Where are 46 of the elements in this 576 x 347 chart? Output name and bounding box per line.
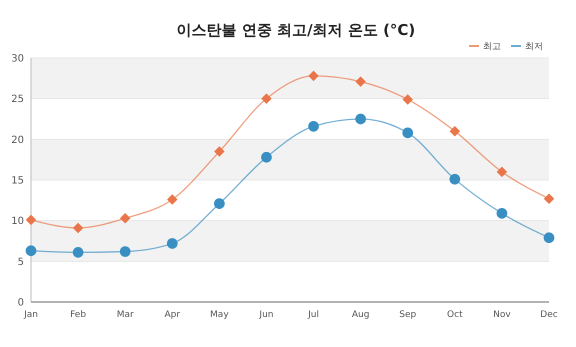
y-tick-label: 25 — [11, 94, 24, 106]
point — [261, 152, 272, 163]
legend-label: 최저 — [525, 42, 543, 52]
x-tick-label: Sep — [399, 310, 416, 320]
point — [355, 114, 366, 124]
x-tick-label: Jun — [258, 310, 274, 320]
x-tick-label: Jan — [23, 310, 38, 320]
x-tick-label: Nov — [493, 310, 512, 320]
x-tick-label: Oct — [447, 310, 464, 320]
chart-title: 이스탄불 연중 최고/최저 온도 (°C) — [176, 21, 416, 39]
point — [355, 76, 366, 87]
point — [544, 232, 554, 244]
point — [308, 120, 319, 132]
point — [450, 126, 460, 136]
y-tick-label: 0 — [18, 298, 24, 308]
point — [402, 127, 414, 138]
point — [214, 198, 225, 209]
point — [402, 94, 413, 105]
point — [26, 245, 36, 256]
x-tick-label: May — [210, 310, 230, 320]
point — [120, 246, 131, 257]
x-tick-label: Dec — [540, 310, 558, 320]
point — [214, 146, 225, 157]
y-tick-label: 5 — [18, 256, 24, 268]
point — [261, 93, 272, 104]
x-tick-label: Jul — [307, 310, 319, 320]
x-tick-label: Aug — [352, 310, 370, 320]
point — [167, 194, 178, 205]
x-tick-label: Apr — [164, 310, 180, 320]
y-tick-label: 10 — [11, 216, 24, 228]
point — [308, 70, 319, 82]
point — [496, 166, 508, 178]
point — [496, 208, 508, 219]
legend-label: 최고 — [483, 42, 501, 52]
point — [26, 214, 36, 226]
point — [120, 212, 130, 224]
x-tick-label: Mar — [116, 310, 134, 320]
y-tick-label: 30 — [11, 54, 24, 64]
point — [72, 247, 84, 258]
point — [449, 174, 460, 185]
point — [72, 222, 84, 234]
x-tick-label: Feb — [70, 310, 86, 320]
y-tick-label: 20 — [11, 134, 24, 146]
point — [166, 238, 178, 249]
y-tick-label: 15 — [11, 176, 24, 186]
point — [544, 193, 554, 204]
